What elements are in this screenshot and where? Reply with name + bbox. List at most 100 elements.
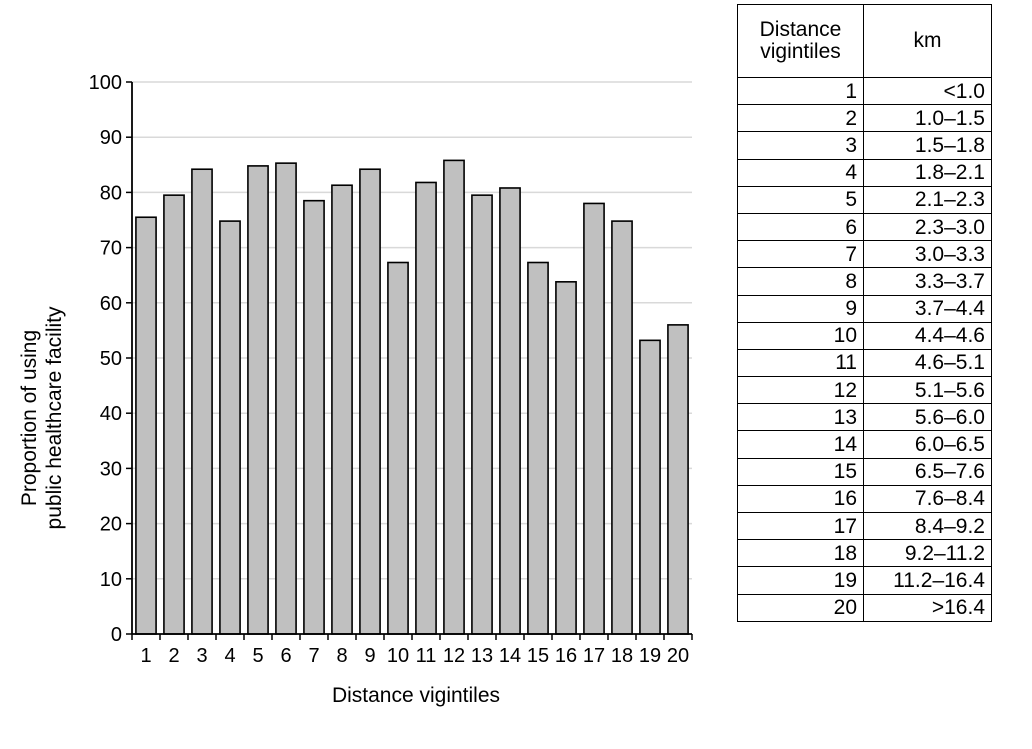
cell-vigintile: 2 xyxy=(737,104,864,133)
table-header-row: Distance vigintiles km xyxy=(737,4,992,78)
y-tick-label: 10 xyxy=(100,569,122,591)
x-tick-label: 16 xyxy=(555,645,577,667)
table-row: 9 3.7–4.4 xyxy=(737,294,992,323)
cell-vigintile: 5 xyxy=(737,185,864,214)
cell-km: 6.5–7.6 xyxy=(863,457,992,486)
cell-km: 8.4–9.2 xyxy=(863,511,992,541)
y-axis-title-line-2: public healthcare facility xyxy=(43,306,66,529)
cell-km: 5.1–5.6 xyxy=(863,376,992,405)
cell-km: 7.6–8.4 xyxy=(863,484,992,514)
table-row: 16 7.6–8.4 xyxy=(737,484,992,514)
cell-km: 3.3–3.7 xyxy=(863,267,992,296)
grid-lines xyxy=(132,81,692,580)
bar xyxy=(191,168,213,635)
x-tick-label: 17 xyxy=(583,645,605,667)
table-row: 3 1.5–1.8 xyxy=(737,131,992,160)
cell-km: 5.6–6.0 xyxy=(863,403,992,432)
cell-km: 11.2–16.4 xyxy=(863,566,992,595)
y-tick-label: 80 xyxy=(100,182,122,204)
cell-vigintile: 17 xyxy=(737,511,864,541)
cell-vigintile: 3 xyxy=(737,131,864,160)
cell-km: 9.2–11.2 xyxy=(863,539,992,568)
cell-vigintile: 12 xyxy=(737,376,864,405)
cell-vigintile: 16 xyxy=(737,484,864,514)
bar xyxy=(471,194,493,635)
bar xyxy=(527,261,549,635)
x-tick-label: 10 xyxy=(387,645,409,667)
table-row: 14 6.0–6.5 xyxy=(737,430,992,459)
bar xyxy=(499,187,521,635)
y-tick-label: 70 xyxy=(100,238,122,260)
cell-km: 3.7–4.4 xyxy=(863,294,992,323)
y-tick-label: 0 xyxy=(111,624,122,646)
cell-vigintile: 9 xyxy=(737,294,864,323)
x-axis-title: Distance vigintiles xyxy=(332,684,500,707)
cell-vigintile: 10 xyxy=(737,321,864,350)
cell-km: 1.5–1.8 xyxy=(863,131,992,160)
bar xyxy=(247,165,269,635)
cell-vigintile: 7 xyxy=(737,240,864,269)
table-row: 2 1.0–1.5 xyxy=(737,104,992,133)
y-axis-title: Proportion of using public healthcare fa… xyxy=(18,306,66,529)
cell-km: >16.4 xyxy=(863,593,992,622)
x-tick-label: 12 xyxy=(443,645,465,667)
cell-vigintile: 20 xyxy=(737,593,864,622)
x-tick-label: 19 xyxy=(639,645,661,667)
table-row: 18 9.2–11.2 xyxy=(737,539,992,568)
table-row: 17 8.4–9.2 xyxy=(737,511,992,541)
x-tick-label: 5 xyxy=(252,645,263,667)
x-tick-label: 8 xyxy=(336,645,347,667)
table-row: 5 2.1–2.3 xyxy=(737,185,992,214)
bar xyxy=(583,202,605,635)
bar xyxy=(135,216,157,635)
table-row: 1 <1.0 xyxy=(737,76,992,106)
cell-vigintile: 14 xyxy=(737,430,864,459)
bars xyxy=(135,159,689,635)
cell-vigintile: 8 xyxy=(737,267,864,296)
y-tick-label: 30 xyxy=(100,458,122,480)
x-tick-label: 13 xyxy=(471,645,493,667)
y-tick-label: 50 xyxy=(100,348,122,370)
bar xyxy=(415,181,437,635)
cell-km: 4.6–5.1 xyxy=(863,348,992,378)
table-row: 4 1.8–2.1 xyxy=(737,158,992,187)
cell-vigintile: 13 xyxy=(737,403,864,432)
x-tick-label: 15 xyxy=(527,645,549,667)
x-tick-label: 1 xyxy=(140,645,151,667)
cell-km: 2.1–2.3 xyxy=(863,185,992,214)
cell-km: 4.4–4.6 xyxy=(863,321,992,350)
distance-table: Distance vigintiles km 1 <1.0 2 1.0–1.5 3 1.5… xyxy=(737,4,992,622)
bar xyxy=(359,168,381,635)
y-tick-label: 90 xyxy=(100,127,122,149)
table-row: 13 5.6–6.0 xyxy=(737,403,992,432)
y-tick-label: 40 xyxy=(100,403,122,425)
cell-km: 6.0–6.5 xyxy=(863,430,992,459)
table-row: 20 >16.4 xyxy=(737,593,992,622)
x-tick-label: 18 xyxy=(611,645,633,667)
axes xyxy=(126,81,693,640)
cell-vigintile: 19 xyxy=(737,566,864,595)
bar xyxy=(639,339,661,635)
cell-km: 3.0–3.3 xyxy=(863,240,992,269)
bar xyxy=(303,199,325,635)
table-row: 6 2.3–3.0 xyxy=(737,212,992,242)
x-tick-label: 3 xyxy=(196,645,207,667)
bar xyxy=(443,159,465,635)
bar xyxy=(275,162,297,635)
bar xyxy=(331,184,353,635)
bar xyxy=(163,194,185,635)
x-tick-label: 14 xyxy=(499,645,521,667)
cell-km: 1.0–1.5 xyxy=(863,104,992,133)
cell-vigintile: 18 xyxy=(737,539,864,568)
table-row: 15 6.5–7.6 xyxy=(737,457,992,486)
bar xyxy=(219,220,241,635)
y-axis-title-line-1: Proportion of using xyxy=(18,330,41,506)
bar xyxy=(667,324,689,635)
table-row: 8 3.3–3.7 xyxy=(737,267,992,296)
x-tick-label: 7 xyxy=(308,645,319,667)
y-tick-label: 20 xyxy=(100,514,122,536)
bar xyxy=(555,281,577,635)
cell-vigintile: 6 xyxy=(737,212,864,242)
